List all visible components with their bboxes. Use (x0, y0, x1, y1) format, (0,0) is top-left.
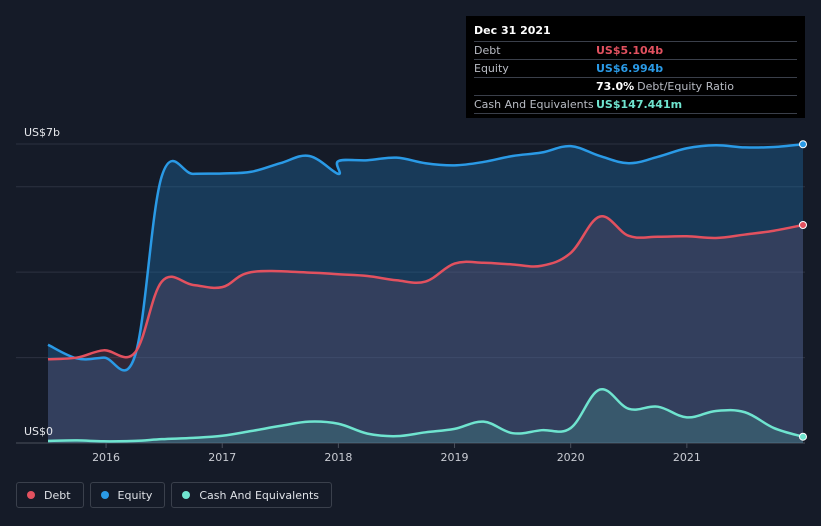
data-tooltip: Dec 31 2021 Debt US$5.104b Equity US$6.9… (466, 16, 805, 118)
marker-layer (799, 140, 807, 441)
y-tick-label: US$7b (24, 126, 60, 139)
equity-line (47, 143, 804, 372)
line-layer (47, 143, 804, 443)
x-tick-label: 2021 (673, 451, 701, 464)
x-tick-label: 2018 (324, 451, 352, 464)
y-tick-label: US$0 (24, 425, 53, 438)
tooltip-row-cash: Cash And Equivalents US$147.441m (474, 96, 797, 114)
legend-debt-label: Debt (44, 488, 71, 502)
legend-cash-label: Cash And Equivalents (199, 488, 319, 502)
chart-legend: Debt Equity Cash And Equivalents (16, 482, 332, 508)
tooltip-date: Dec 31 2021 (474, 22, 797, 42)
tooltip-cash-value: US$147.441m (596, 98, 683, 111)
debt-line (47, 215, 804, 361)
tooltip-debt-value: US$5.104b (596, 44, 664, 57)
x-tick-label: 2016 (92, 451, 120, 464)
cash-and-equivalents-area (48, 389, 803, 443)
tooltip-ratio-label (474, 78, 596, 95)
tooltip-row-debt: Debt US$5.104b (474, 42, 797, 60)
debt-dot-icon (27, 491, 35, 499)
equity-end-marker (799, 140, 807, 149)
legend-equity-label: Equity (117, 488, 153, 502)
cash-and-equivalents-end-marker (799, 432, 807, 441)
tooltip-equity-value: US$6.994b (596, 62, 664, 75)
tooltip-row-equity: Equity US$6.994b (474, 60, 797, 78)
cash-dot-icon (182, 491, 191, 499)
legend-item-cash[interactable]: Cash And Equivalents (171, 482, 332, 508)
axis-layer: 2016 2017 2018 2019 2020 2021 US$7b US$0 (24, 126, 701, 464)
tooltip-ratio-suffix: Debt/Equity Ratio (637, 80, 734, 93)
debt-end-marker (799, 220, 807, 229)
x-tick-label: 2019 (441, 451, 469, 464)
legend-item-equity[interactable]: Equity (89, 482, 166, 508)
tooltip-debt-label: Debt (474, 44, 501, 57)
x-tick-label: 2017 (208, 451, 236, 464)
tooltip-row-ratio: 73.0% Debt/Equity Ratio (474, 78, 797, 96)
tooltip-cash-label: Cash And Equivalents (474, 98, 594, 111)
area-layer (48, 144, 803, 443)
equity-area (48, 144, 803, 443)
equity-dot-icon (100, 491, 109, 499)
tooltip-ratio-value: 73.0% (596, 80, 635, 93)
legend-item-debt[interactable]: Debt (16, 482, 84, 508)
cash-and-equivalents-line (47, 388, 804, 443)
debt-area (48, 216, 803, 443)
tooltip-equity-label: Equity (474, 62, 509, 75)
x-tick-label: 2020 (557, 451, 585, 464)
